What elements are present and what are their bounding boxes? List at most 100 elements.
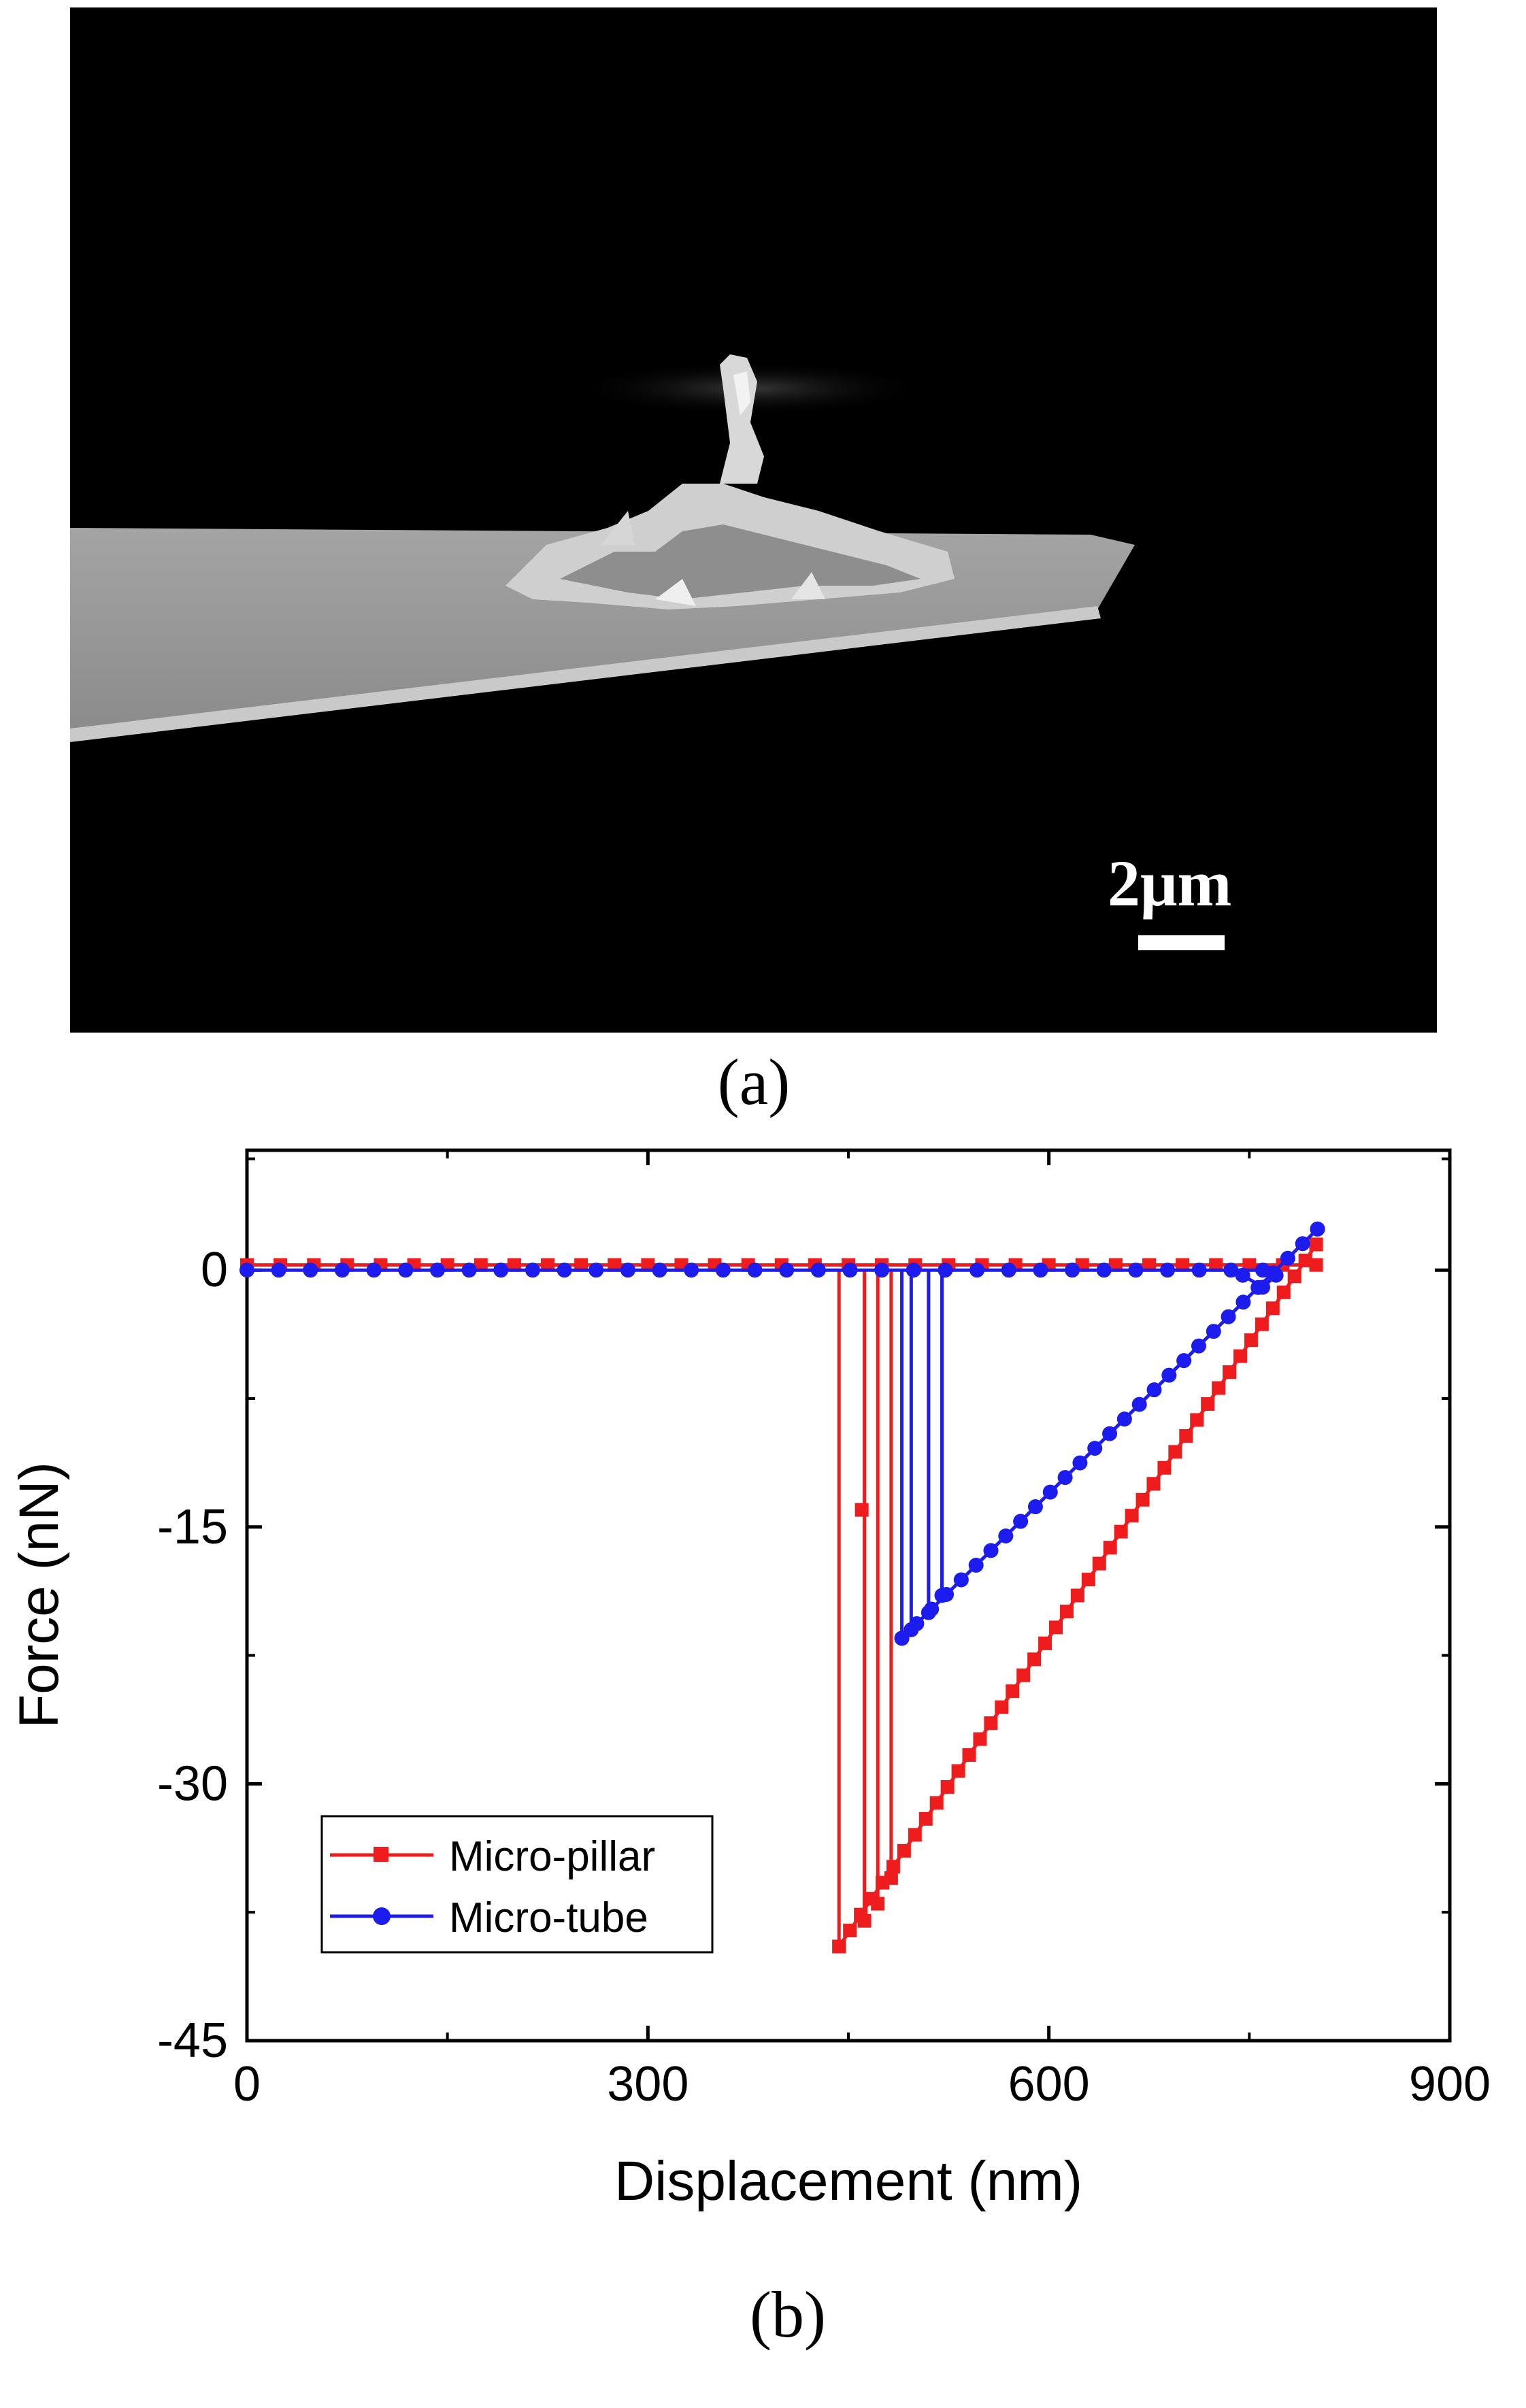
retract-point (1168, 1445, 1182, 1459)
y-tick-label: -30 (157, 1756, 228, 1811)
panel-b-label: (b) (750, 2278, 826, 2351)
approach-point (1191, 1262, 1207, 1278)
approach-point (271, 1262, 286, 1278)
approach-point (969, 1262, 985, 1278)
retract-point (1265, 1265, 1281, 1281)
retract-point (1125, 1509, 1139, 1523)
retract-point (968, 1557, 984, 1573)
retract-point (1042, 1484, 1058, 1500)
retract-point (1201, 1397, 1215, 1411)
x-tick-label: 0 (233, 2057, 261, 2111)
retract-point (1070, 1588, 1084, 1603)
retract-point (1027, 1652, 1042, 1667)
approach-point (1309, 1258, 1323, 1272)
retract-point (1049, 1620, 1063, 1635)
legend-item-tube: Micro-tube (330, 1894, 648, 1941)
approach-point (588, 1262, 604, 1278)
retract-point (1146, 1477, 1161, 1491)
retract-point (1146, 1382, 1162, 1398)
approach-point (493, 1262, 509, 1278)
retract-point (1295, 1236, 1310, 1252)
retract-point (1221, 1309, 1236, 1324)
x-tick-label: 300 (607, 2057, 689, 2111)
y-tick-label: -15 (157, 1500, 228, 1554)
retract-point (1131, 1397, 1147, 1412)
retract-point (998, 1528, 1014, 1544)
retract-point (1233, 1349, 1247, 1363)
retract-point (1081, 1573, 1095, 1587)
approach-point (684, 1262, 699, 1278)
sem-image: 2μm (70, 7, 1437, 1033)
retract-point (984, 1716, 998, 1730)
legend-item-pillar: Micro-pillar (330, 1833, 655, 1880)
approach-point (461, 1262, 477, 1278)
retract-point (1280, 1250, 1295, 1266)
legend-tube-label: Micro-tube (449, 1894, 648, 1941)
retract-point (1057, 1470, 1073, 1486)
retract-point (1298, 1253, 1312, 1267)
approach-point (641, 1258, 655, 1272)
retract-point (1190, 1413, 1204, 1427)
retract-point (843, 1924, 857, 1938)
pulloff-point (857, 1913, 872, 1928)
retract-point (1176, 1353, 1192, 1369)
x-axis-label: Displacement (nm) (614, 2150, 1082, 2212)
approach-point (1128, 1262, 1144, 1278)
retract-point (1027, 1499, 1043, 1515)
retract-point (1244, 1333, 1258, 1348)
pulloff-point (884, 1871, 898, 1885)
force-displacement-chart: 0 300 600 900 -45 -30 -15 0 Displacement (nm) F… (8, 1148, 1491, 2212)
approach-point (652, 1262, 667, 1278)
axis-ticks (245, 1150, 1452, 2043)
retract-point (1059, 1604, 1074, 1618)
approach-point (906, 1262, 921, 1278)
approach-point (1223, 1262, 1239, 1278)
retract-point (1161, 1367, 1177, 1383)
retract-point (1116, 1411, 1132, 1427)
dip-point (1235, 1267, 1250, 1283)
approach-point (608, 1258, 622, 1272)
retract-point (951, 1764, 965, 1778)
retract-point (1255, 1317, 1269, 1331)
panel-a-label: (a) (717, 1046, 791, 1118)
approach-point (557, 1262, 572, 1278)
sem-micrograph-drawing (70, 354, 1135, 742)
x-tick-label: 900 (1409, 2057, 1491, 2111)
approach-point (1142, 1258, 1156, 1272)
x-tick-label: 600 (1008, 2057, 1090, 2111)
approach-point (334, 1262, 350, 1278)
approach-point (1096, 1262, 1112, 1278)
approach-point (1209, 1258, 1223, 1272)
scale-bar-label: 2μm (1108, 847, 1232, 920)
y-tick-label: -45 (157, 2013, 228, 2068)
retract-point (1114, 1524, 1128, 1539)
legend-pillar-label: Micro-pillar (449, 1833, 655, 1880)
series-micro-tube (239, 1221, 1325, 1646)
retract-point (1103, 1541, 1117, 1555)
retract-point (940, 1779, 955, 1794)
approach-point (779, 1262, 795, 1278)
approach-point (303, 1262, 318, 1278)
approach-point (525, 1262, 540, 1278)
approach-point (810, 1262, 826, 1278)
retract-point (1072, 1455, 1088, 1471)
retract-point (1013, 1514, 1029, 1529)
approach-point (938, 1262, 953, 1278)
approach-point (1242, 1258, 1257, 1272)
tick-labels: 0 300 600 900 -45 -30 -15 0 (157, 1243, 1491, 2111)
retract-point (1265, 1301, 1280, 1316)
end-point (1310, 1221, 1325, 1237)
retract-point (897, 1843, 911, 1858)
approach-point (474, 1258, 488, 1272)
approach-point (1160, 1262, 1176, 1278)
approach-point (842, 1262, 858, 1278)
retract-point (962, 1748, 976, 1762)
retract-point (973, 1732, 987, 1746)
retract-point (1102, 1426, 1118, 1441)
retract-point (953, 1572, 969, 1588)
approach-point (429, 1262, 445, 1278)
retract-point (1235, 1294, 1251, 1310)
retract-point (1206, 1324, 1221, 1339)
retract-point (1287, 1269, 1301, 1284)
legend-box (320, 1815, 714, 1954)
